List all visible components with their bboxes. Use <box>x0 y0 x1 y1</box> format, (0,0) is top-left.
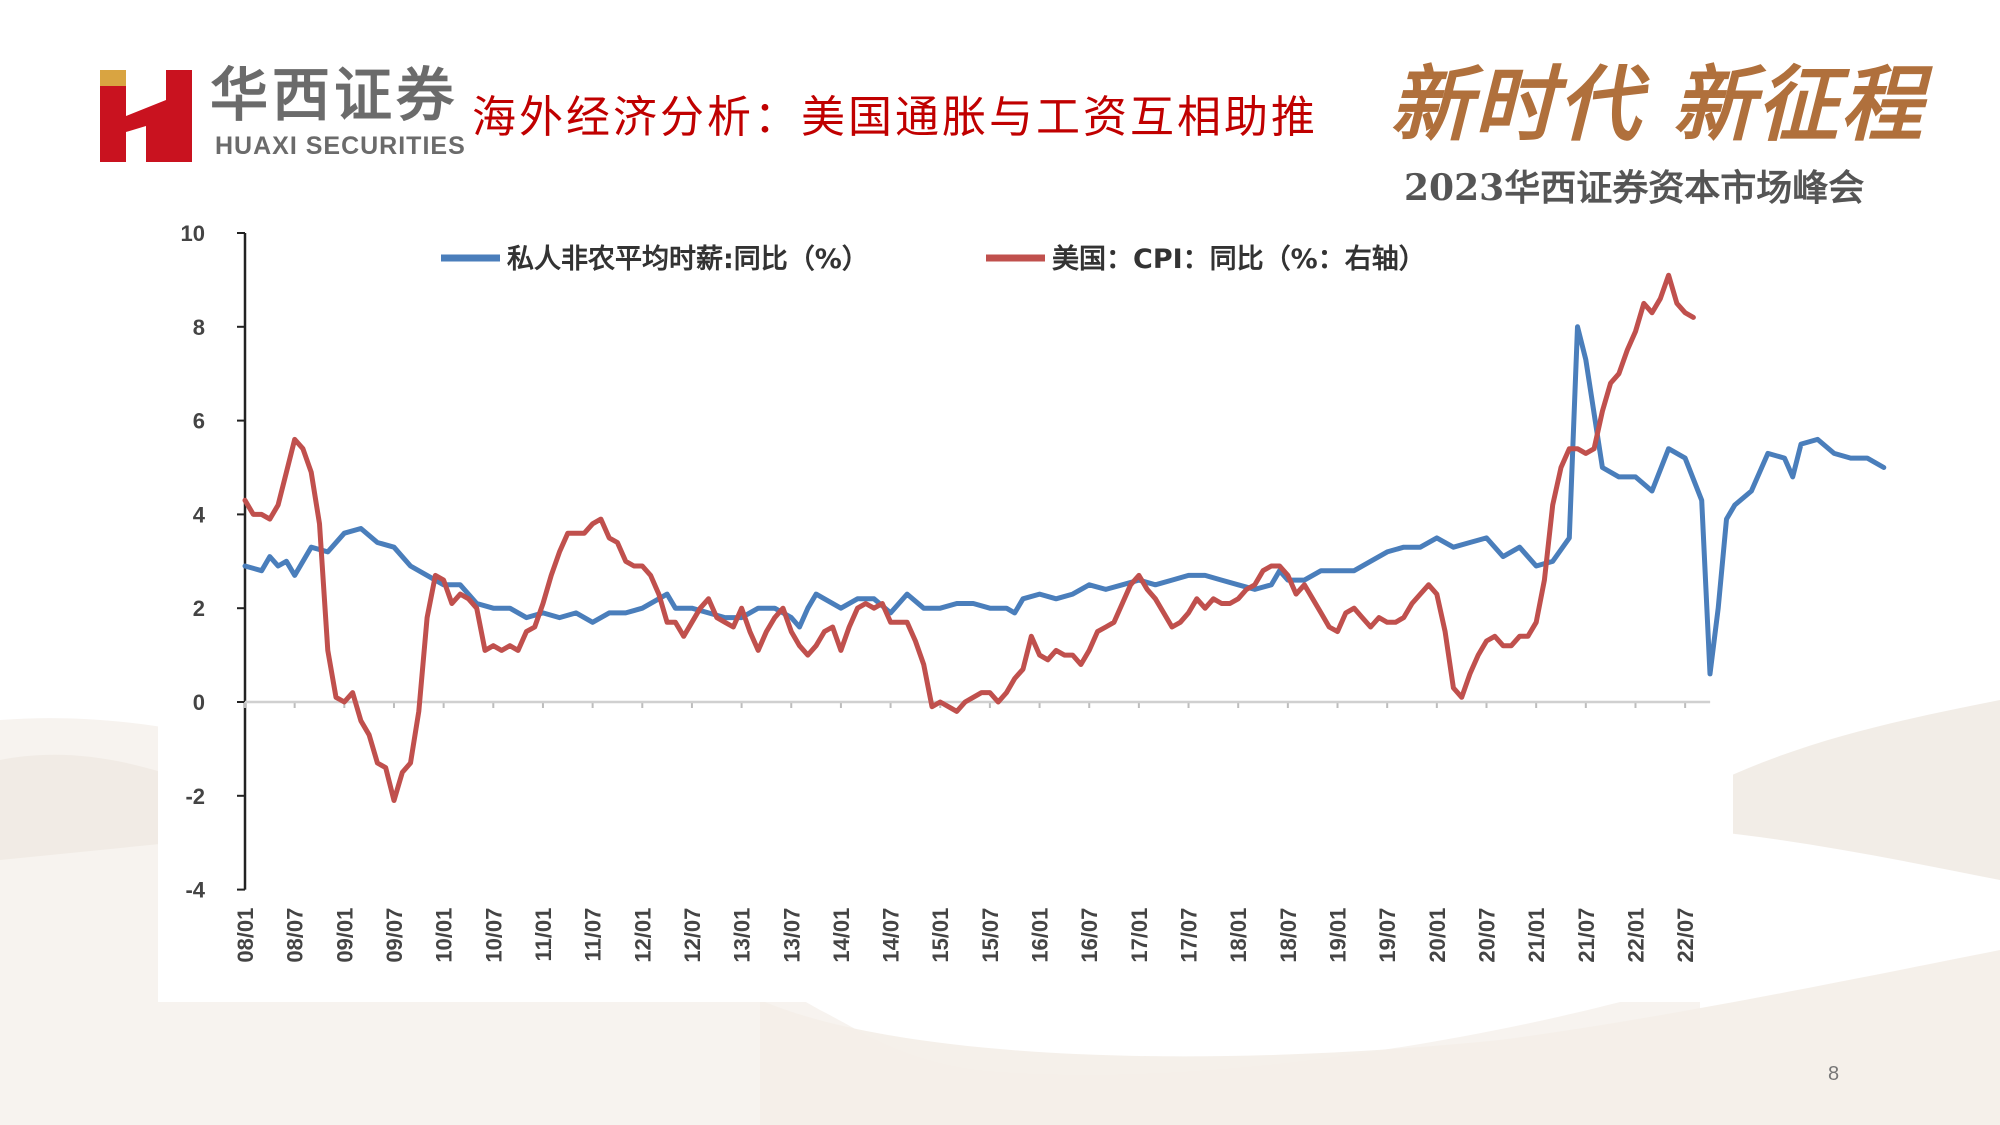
x-tick-label: 21/07 <box>1574 908 1599 963</box>
summit-name: 2023华西证券资本市场峰会 <box>1404 167 1865 209</box>
brand-name-en: HUAXI SECURITIES <box>215 132 466 160</box>
y-tick-label: -2 <box>185 784 205 809</box>
x-tick-label: 12/01 <box>630 908 655 963</box>
x-tick-label: 18/07 <box>1276 908 1301 963</box>
x-tick-label: 08/01 <box>233 908 258 963</box>
legend: 私人非农平均时薪:同比（%） 美国：CPI：同比（%：右轴） <box>441 243 1426 275</box>
legend-label-wage: 私人非农平均时薪:同比（%） <box>507 244 869 275</box>
x-tick-label: 19/01 <box>1326 908 1351 963</box>
x-tick-label: 08/07 <box>283 908 308 963</box>
y-tick-label: 4 <box>193 502 206 527</box>
page-number: 8 <box>1828 1063 1840 1085</box>
x-tick-label: 11/07 <box>581 908 606 962</box>
slogan: 新时代 新征程 <box>1390 57 1925 153</box>
x-tick-label: 09/07 <box>382 908 407 963</box>
y-tick-label: 6 <box>193 409 205 434</box>
x-tick-label: 18/01 <box>1226 908 1251 963</box>
x-tick-label: 19/07 <box>1375 908 1400 963</box>
x-tick-label: 22/01 <box>1623 908 1648 963</box>
x-tick-label: 13/01 <box>730 908 755 963</box>
x-tick-label: 14/07 <box>879 908 904 963</box>
x-tick-label: 20/07 <box>1475 908 1500 963</box>
brand-name-cn: 华西证券 <box>210 61 459 129</box>
x-tick-label: 20/01 <box>1425 908 1450 963</box>
x-tick-label: 21/01 <box>1524 908 1549 963</box>
series-lines <box>242 272 1887 803</box>
page-title: 海外经济分析：美国通胀与工资互相助推 <box>472 92 1318 143</box>
x-tick-label: 12/07 <box>680 908 705 963</box>
x-axis: 08/01 08/07 09/01 09/07 10/01 10/07 11/01 11/07… <box>233 702 1698 963</box>
x-tick-label: 09/01 <box>332 908 357 963</box>
x-tick-label: 16/01 <box>1028 908 1053 963</box>
y-tick-label: 2 <box>193 596 205 621</box>
x-tick-label: 22/07 <box>1673 908 1698 963</box>
huaxi-logo <box>100 70 192 162</box>
legend-label-cpi: 美国：CPI：同比（%：右轴） <box>1052 243 1426 275</box>
x-tick-label: 17/07 <box>1177 908 1202 963</box>
y-tick-label: 8 <box>193 315 205 340</box>
y-tick-label: 10 <box>181 221 205 246</box>
y-axis: -4 -2 0 2 4 6 8 10 <box>181 221 247 903</box>
x-tick-label: 13/07 <box>779 908 804 963</box>
x-tick-label: 16/07 <box>1077 908 1102 963</box>
x-tick-label: 11/01 <box>531 908 556 962</box>
x-tick-label: 10/01 <box>432 908 457 963</box>
x-tick-label: 10/07 <box>481 908 506 963</box>
x-tick-label: 14/01 <box>829 908 854 963</box>
x-tick-label: 15/07 <box>978 908 1003 963</box>
series-line-wage <box>242 324 1887 677</box>
y-tick-label: -4 <box>185 878 205 903</box>
y-tick-label: 0 <box>193 690 205 715</box>
series-line-cpi <box>242 272 1696 803</box>
x-tick-label: 17/01 <box>1127 908 1152 963</box>
x-tick-label: 15/01 <box>928 908 953 963</box>
